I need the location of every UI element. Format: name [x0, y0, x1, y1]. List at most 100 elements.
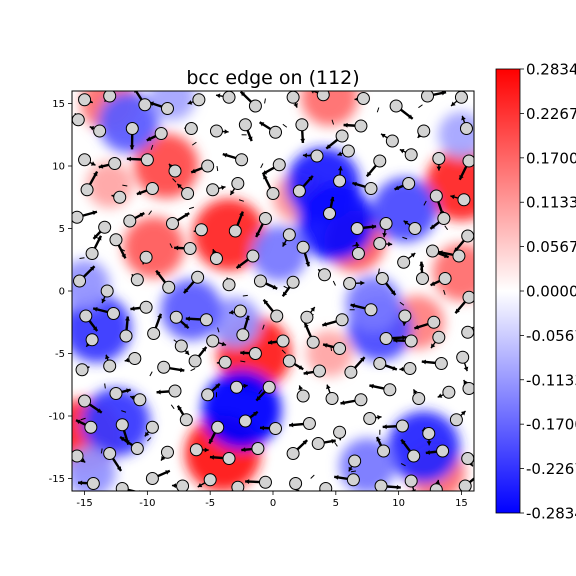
atom	[188, 354, 202, 368]
arrow-head	[425, 450, 431, 455]
atom	[73, 274, 87, 288]
atom	[130, 273, 144, 287]
arrow-head	[371, 224, 377, 230]
atom	[417, 124, 431, 138]
atom	[246, 249, 260, 263]
colorbar-tick-label: 0.1133	[526, 194, 576, 212]
arrow-head	[348, 466, 353, 472]
atom	[168, 384, 182, 398]
x-axis: -15 -10 -5 0 5 10 15	[76, 491, 468, 509]
minor-arrow	[418, 104, 423, 109]
atom	[176, 479, 190, 491]
atom	[286, 275, 300, 289]
arrow-head	[197, 482, 203, 488]
arrow-head	[146, 136, 152, 141]
minor-arrow	[443, 289, 446, 295]
atom	[181, 187, 195, 200]
atom	[201, 159, 215, 173]
minor-arrow	[240, 360, 246, 363]
x-tick-label: -5	[205, 498, 215, 509]
arrow-head	[97, 408, 102, 413]
arrow-head	[338, 166, 343, 171]
arrow-head	[289, 422, 294, 428]
colorbar-ticks: 0.2834 0.2267 0.1700 0.1133 0.0567 0.0000 -0.0…	[520, 61, 576, 523]
arrow-head	[259, 425, 265, 431]
colorbar	[495, 68, 521, 514]
arrow-head	[431, 343, 436, 349]
arrow-head	[305, 261, 310, 267]
arrow-head	[426, 441, 432, 446]
atoms-layer	[72, 91, 474, 491]
colorbar-tick-label: 0.2834	[526, 61, 576, 79]
atom	[364, 303, 378, 317]
x-tick-label: -15	[76, 498, 92, 509]
atom	[86, 477, 100, 490]
atom	[457, 193, 471, 207]
atom	[103, 447, 117, 460]
arrow-head	[221, 495, 226, 499]
atom	[333, 425, 347, 439]
field-layer	[72, 91, 474, 491]
atom	[130, 442, 144, 455]
arrow-head	[136, 190, 142, 196]
atom	[235, 153, 249, 167]
atom	[452, 249, 466, 263]
arrow-head	[463, 366, 469, 372]
arrow-head	[410, 253, 416, 258]
atom	[253, 274, 267, 288]
atom	[385, 134, 399, 148]
arrow-head	[247, 136, 253, 142]
arrow-head	[76, 419, 81, 425]
atom	[422, 427, 436, 440]
arrow-head	[259, 122, 265, 127]
arrow-head	[304, 322, 309, 328]
atom	[434, 357, 448, 370]
atom	[109, 233, 123, 247]
atom	[404, 148, 418, 162]
arrow-head	[201, 346, 207, 352]
atom	[415, 272, 429, 285]
x-tick-label: -10	[139, 498, 155, 509]
colorbar-tick-label: -0.1133	[526, 371, 576, 389]
atom	[262, 380, 276, 394]
minor-arrow	[170, 404, 175, 410]
atom	[139, 250, 153, 264]
arrow-head	[394, 185, 400, 191]
minor-arrow	[400, 463, 406, 467]
atom	[238, 414, 252, 428]
colorbar-tick-label: 0.0000	[526, 283, 576, 301]
field-hotspot	[81, 388, 151, 457]
minor-arrow	[169, 243, 173, 249]
atom	[276, 334, 290, 348]
arrow-head	[309, 492, 314, 496]
atom	[98, 220, 112, 234]
arrow-head	[408, 114, 413, 119]
atom	[432, 152, 446, 165]
arrow-head	[97, 235, 102, 241]
atom	[403, 362, 417, 375]
minor-arrow	[191, 141, 197, 146]
minor-arrow	[216, 165, 219, 172]
arrow-head	[399, 366, 404, 372]
arrow-head	[156, 270, 161, 276]
field-hotspot	[72, 259, 110, 310]
arrow-head	[402, 335, 407, 340]
x-tick-label: 5	[333, 498, 339, 509]
atom	[258, 475, 272, 489]
arrow-head	[229, 309, 234, 315]
atom	[248, 99, 262, 113]
atom	[436, 444, 450, 458]
arrow-head	[177, 405, 182, 411]
atom	[251, 442, 265, 455]
arrow-head	[438, 250, 443, 256]
y-tick-label: 0	[59, 287, 65, 298]
y-tick-label: 15	[52, 99, 65, 110]
minor-arrow	[264, 98, 266, 104]
arrow-head	[215, 383, 220, 389]
arrow-head	[421, 359, 427, 365]
atom	[461, 229, 474, 243]
minor-arrow	[188, 206, 195, 210]
atom	[311, 437, 325, 450]
atom	[236, 328, 250, 342]
minor-arrow	[242, 294, 248, 297]
